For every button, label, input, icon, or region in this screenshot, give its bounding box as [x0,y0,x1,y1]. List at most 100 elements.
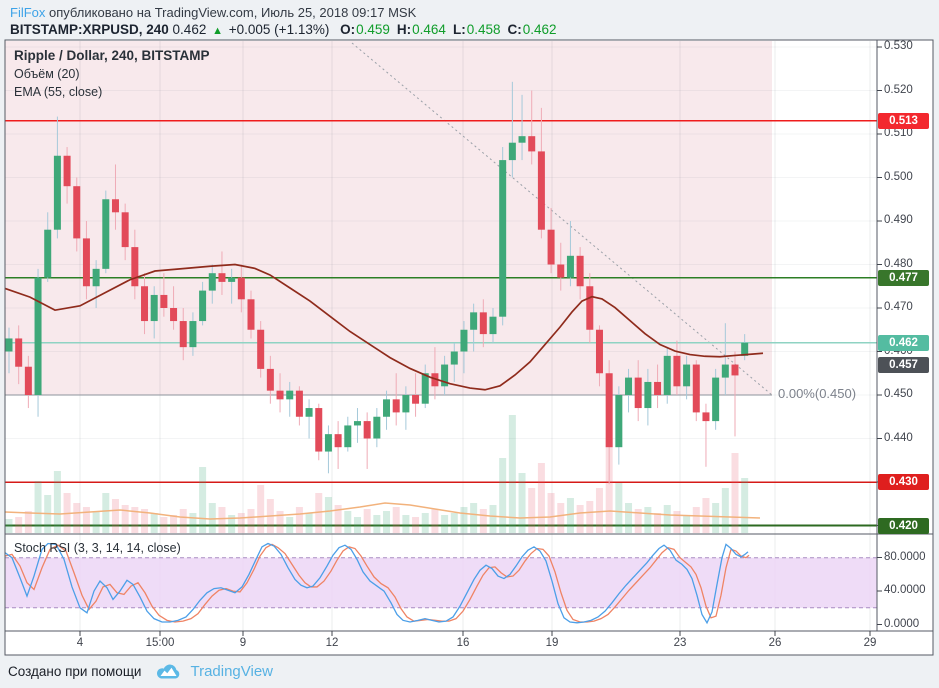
candle [528,136,536,152]
candle [412,395,420,404]
candle [683,364,691,387]
candle [731,364,739,376]
volume-bar [441,515,449,533]
ohlc-key: O: [340,22,356,37]
volume-bar [334,505,342,533]
volume-bar [479,509,487,533]
volume-bar [179,509,187,533]
candle [53,155,61,230]
candle [644,381,652,409]
volume-bar [731,453,739,533]
volume-bar [53,471,61,533]
candle [92,268,100,287]
candle [82,238,90,287]
candle [150,294,158,322]
candle [576,255,584,287]
ema-line [4,263,764,391]
ohlc-value: 0.462 [522,22,557,37]
volume-bar [615,483,623,533]
volume-bar [276,511,284,533]
candle [15,338,23,367]
volume-bar [199,467,207,533]
volume-bar [344,511,352,533]
candle [121,212,129,248]
candle [605,373,613,448]
fib-retracement-label: 0.00%(0.450) [778,386,857,401]
time-axis-label: 12 [325,637,339,649]
candle [692,364,700,413]
time-axis-label: 19 [545,637,559,649]
volume-bar [228,515,236,533]
footer-brand-link[interactable]: TradingView [190,662,274,680]
candle [344,425,352,448]
price-change: +0.005 (+1.13%) [228,22,330,37]
candle [383,399,391,417]
ohlc-values: O:0.459 H:0.464 L:0.458 C:0.462 [333,22,556,37]
volume-bar [150,513,158,533]
candle [295,390,303,417]
candle [373,416,381,439]
candle [179,321,187,348]
candle [218,273,226,282]
volume-bar [634,509,642,533]
candle [286,390,294,400]
volume-bar [673,511,681,533]
volume-bar [557,503,565,533]
volume-bar [605,438,613,533]
volume-bar [683,515,691,533]
volume-bar [73,503,81,533]
symbol-header: BITSTAMP:XRPUSD, 240 0.462 ▲ +0.005 (+1.… [10,21,557,40]
candle [702,412,710,422]
candle [315,408,323,452]
volume-bar [547,493,555,533]
candle [228,277,236,282]
legend-stoch-rsi-indicator[interactable]: Stoch RSI (3, 3, 14, 14, close) [14,541,181,555]
candle [489,316,497,335]
candle [131,247,139,287]
volume-bar [257,485,265,533]
price-badge: 0.462 [878,334,929,351]
candle [479,312,487,335]
attribution-username[interactable]: FilFox [10,5,46,20]
candle [421,373,429,404]
candle [160,294,168,308]
candle [402,395,410,413]
volume-bar [131,507,139,533]
candle [460,329,468,352]
price-axis-label: 0.440 [884,431,913,444]
last-price: 0.462 [172,22,207,37]
time-axis-label: 26 [768,637,782,649]
candle [392,399,400,413]
candle [663,355,671,395]
stoch-k-line [4,542,749,625]
volume-bar [218,507,226,533]
volume-bar [121,505,129,533]
legend-ema-indicator[interactable]: EMA (55, close) [14,85,103,99]
candle [634,377,642,409]
ohlc-key: H: [396,22,412,37]
candle [334,434,342,448]
candle [566,255,574,278]
candle [276,390,284,400]
candle [721,364,729,378]
volume-bar [24,511,32,533]
volume-bar [460,507,468,533]
legend-symbol[interactable]: Ripple / Dollar, 240, BITSTAMP [14,48,210,63]
ohlc-value: 0.458 [466,22,501,37]
price-axis-label: 0.450 [884,388,913,400]
candle [324,434,332,452]
candle [5,338,13,352]
time-axis-label: 29 [863,637,877,649]
volume-bar [644,507,652,533]
volume-bar [625,503,633,533]
legend-volume-indicator[interactable]: Объём (20) [14,67,80,81]
volume-bar [663,505,671,533]
ohlc-key: C: [507,22,522,37]
candle [257,329,265,369]
ohlc-value: 0.464 [412,22,446,37]
volume-bar [654,513,662,533]
candle [586,286,594,330]
price-axis-label: 0.510 [884,127,913,139]
volume-bar [305,513,313,533]
